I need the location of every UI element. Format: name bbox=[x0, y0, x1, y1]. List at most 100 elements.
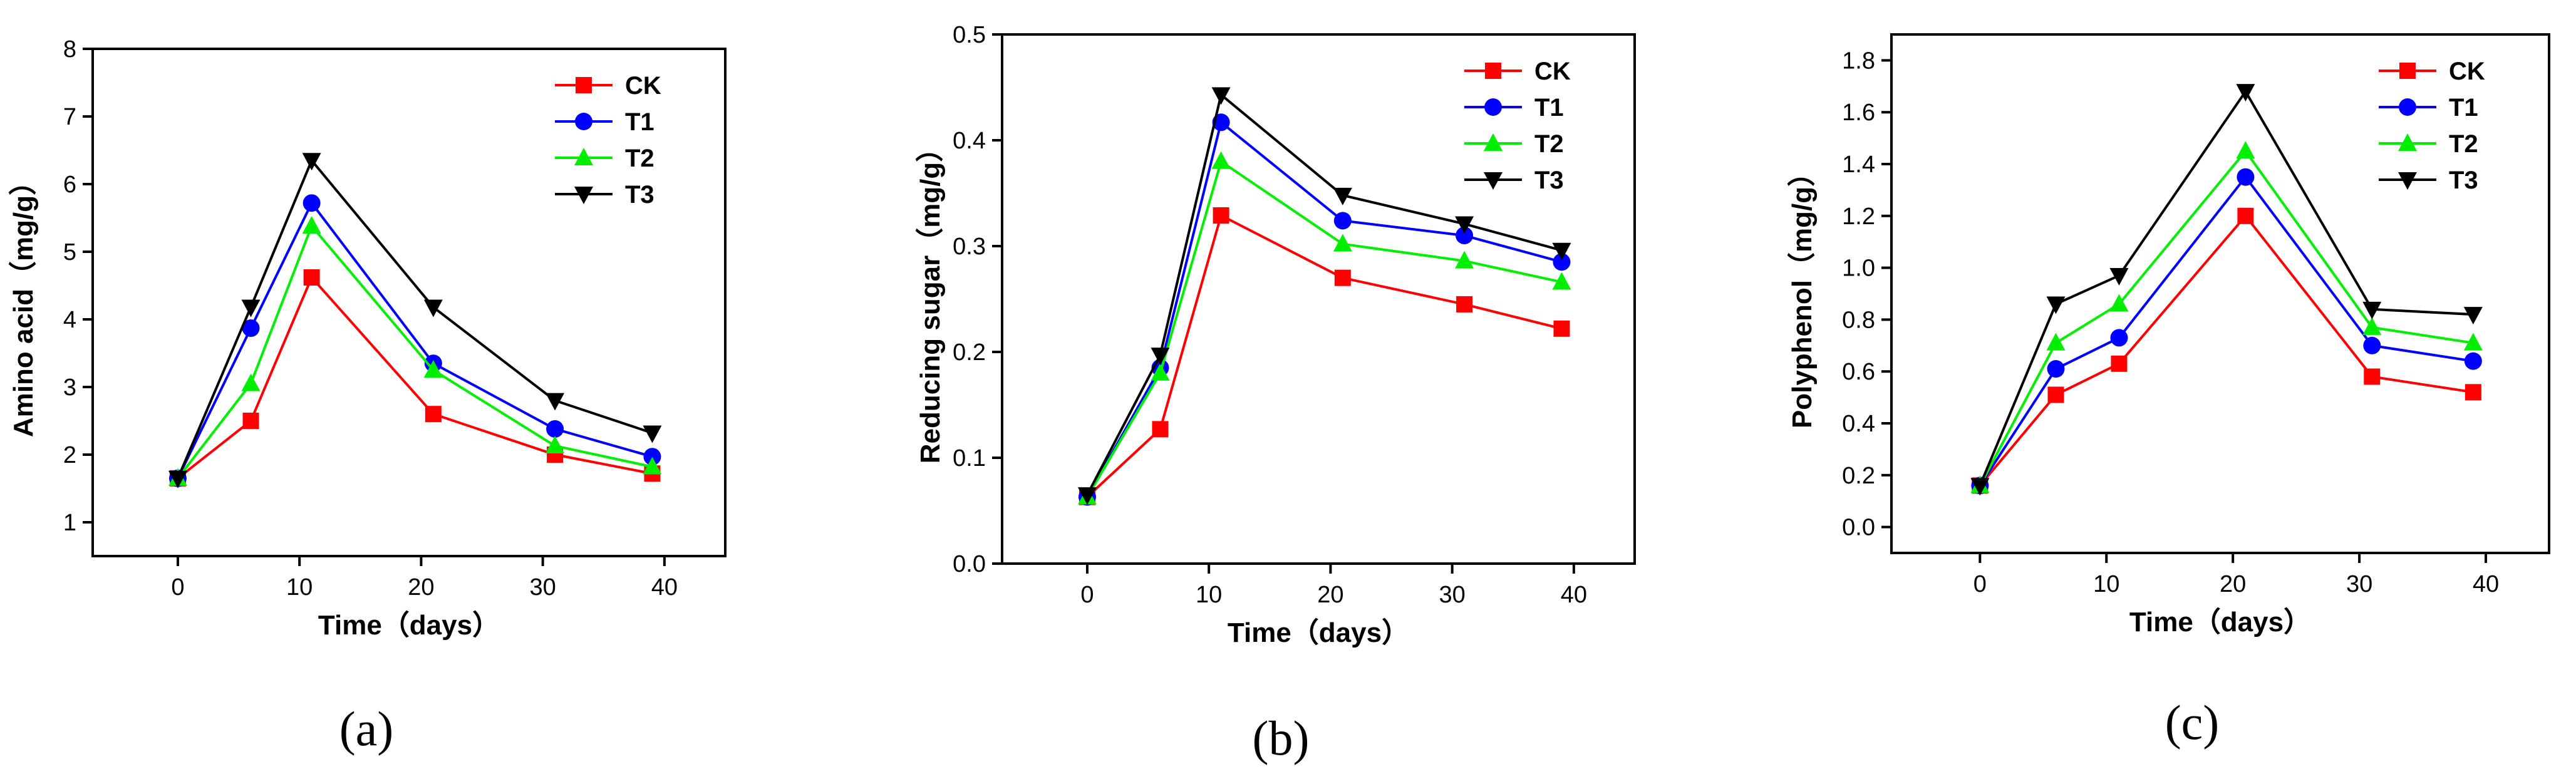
legend-label: CK bbox=[2449, 58, 2485, 85]
data-point bbox=[2364, 368, 2381, 385]
data-point bbox=[2047, 360, 2065, 378]
plot-frame bbox=[1890, 33, 2550, 554]
series-line bbox=[1979, 89, 2473, 487]
data-point bbox=[643, 448, 661, 466]
y-tick-label: 0.4 bbox=[1842, 411, 1875, 437]
data-point bbox=[2109, 268, 2129, 286]
legend-marker bbox=[575, 113, 592, 130]
legend-label: T1 bbox=[1534, 94, 1564, 121]
chart-panel-b: 0 10 20 30 40 0.0 0.1 0.2 0.3 0.4 0.5 Time（days） Red… bbox=[915, 22, 1636, 765]
legend-marker bbox=[574, 148, 593, 165]
data-point bbox=[302, 153, 321, 171]
legend-entry: T2 bbox=[555, 145, 654, 172]
data-point bbox=[1077, 487, 1097, 505]
y-tick-label: 1.0 bbox=[1842, 255, 1875, 282]
data-point bbox=[2237, 207, 2254, 224]
y-tick-label: 0.5 bbox=[953, 22, 986, 48]
legend-label: T1 bbox=[2449, 94, 2478, 121]
y-tick-label: 0.3 bbox=[953, 234, 986, 260]
data-point bbox=[423, 360, 443, 378]
legend-marker bbox=[2398, 172, 2417, 190]
data-point bbox=[546, 420, 564, 438]
series-line bbox=[1086, 159, 1562, 498]
y-tick-label: 6 bbox=[63, 172, 76, 198]
y-axis-title: Reducing sugar（mg/g） bbox=[915, 135, 946, 464]
series-line bbox=[1086, 92, 1562, 496]
y-tick-label: 0.2 bbox=[1842, 463, 1875, 489]
series-line bbox=[1086, 214, 1562, 498]
x-tick-label: 10 bbox=[286, 574, 313, 601]
data-point bbox=[546, 393, 565, 411]
data-point bbox=[168, 470, 187, 488]
data-point bbox=[303, 194, 321, 212]
legend-label: T3 bbox=[625, 181, 654, 209]
series-line bbox=[177, 224, 653, 480]
data-point bbox=[2047, 386, 2064, 403]
data-point bbox=[2236, 84, 2255, 102]
legend-label: T2 bbox=[1534, 130, 1564, 158]
panel-label: (a) bbox=[339, 701, 394, 756]
legend-label: T2 bbox=[2449, 130, 2478, 158]
data-point bbox=[1333, 187, 1352, 205]
data-point bbox=[242, 413, 259, 429]
legend-marker bbox=[576, 77, 592, 93]
x-tick-label: 30 bbox=[530, 574, 556, 601]
legend-marker bbox=[1485, 63, 1501, 79]
data-point bbox=[2463, 307, 2483, 325]
y-tick-label: 0.0 bbox=[953, 551, 986, 577]
legend-entry: T3 bbox=[1464, 167, 1564, 194]
plot-frame bbox=[91, 48, 727, 557]
data-point bbox=[1151, 348, 1170, 366]
data-point bbox=[1213, 207, 1229, 224]
series-line bbox=[177, 200, 653, 479]
data-point bbox=[2111, 355, 2128, 372]
x-tick-label: 0 bbox=[171, 574, 184, 601]
chart-panel-c: 0 10 20 30 40 0.0 0.2 0.4 0.6 0.8 1.0 1.2 1.4 1.6 1.8 T… bbox=[1787, 33, 2550, 750]
legend: CK T1 T2 T3 bbox=[555, 72, 661, 209]
legend-marker bbox=[1484, 98, 1502, 116]
legend-label: CK bbox=[1534, 58, 1571, 85]
x-axis-title: Time（days） bbox=[318, 610, 500, 641]
x-axis-title: Time（days） bbox=[2129, 607, 2311, 637]
data-point bbox=[2110, 329, 2128, 347]
data-point bbox=[643, 457, 662, 475]
data-point bbox=[2046, 333, 2066, 351]
data-point bbox=[242, 319, 260, 338]
series-t2 bbox=[168, 215, 662, 486]
legend-marker bbox=[2399, 63, 2416, 79]
legend-marker bbox=[2398, 133, 2417, 151]
legend-label: T1 bbox=[625, 108, 654, 136]
data-point bbox=[1333, 212, 1352, 230]
data-point bbox=[2109, 294, 2129, 312]
x-tick-label: 30 bbox=[1439, 582, 1466, 608]
data-point bbox=[303, 269, 320, 286]
y-tick-label: 1.8 bbox=[1842, 48, 1875, 74]
y-tick-label: 1.4 bbox=[1842, 152, 1875, 178]
x-tick-label: 0 bbox=[1973, 571, 1987, 597]
x-tick-label: 20 bbox=[1317, 582, 1343, 608]
data-point bbox=[2465, 384, 2481, 401]
series-t1 bbox=[168, 194, 661, 487]
series-t3 bbox=[1077, 87, 1571, 505]
x-tick-label: 40 bbox=[1561, 582, 1587, 608]
y-tick-label: 1.2 bbox=[1842, 204, 1875, 230]
series-line bbox=[177, 275, 653, 480]
data-point bbox=[2237, 168, 2255, 186]
y-axis-title: Polyphenol（mg/g） bbox=[1787, 159, 1818, 428]
data-point bbox=[1211, 87, 1231, 105]
legend-marker bbox=[574, 187, 593, 204]
y-tick-label: 3 bbox=[63, 374, 76, 401]
legend-entry: T2 bbox=[2379, 130, 2478, 158]
data-point bbox=[2362, 317, 2382, 335]
series-t2 bbox=[1077, 151, 1571, 505]
data-point bbox=[1456, 296, 1473, 312]
data-point bbox=[2362, 301, 2382, 319]
data-point bbox=[1553, 253, 1571, 271]
data-point bbox=[2236, 141, 2255, 159]
chart-panel-a: 0 10 20 30 40 1 2 3 4 5 6 7 8 Time（days） Amino acid（mg… bbox=[8, 36, 727, 756]
y-tick-label: 0.4 bbox=[953, 128, 986, 154]
data-point bbox=[302, 215, 321, 234]
data-point bbox=[1334, 269, 1351, 286]
legend-entry: CK bbox=[555, 72, 661, 100]
